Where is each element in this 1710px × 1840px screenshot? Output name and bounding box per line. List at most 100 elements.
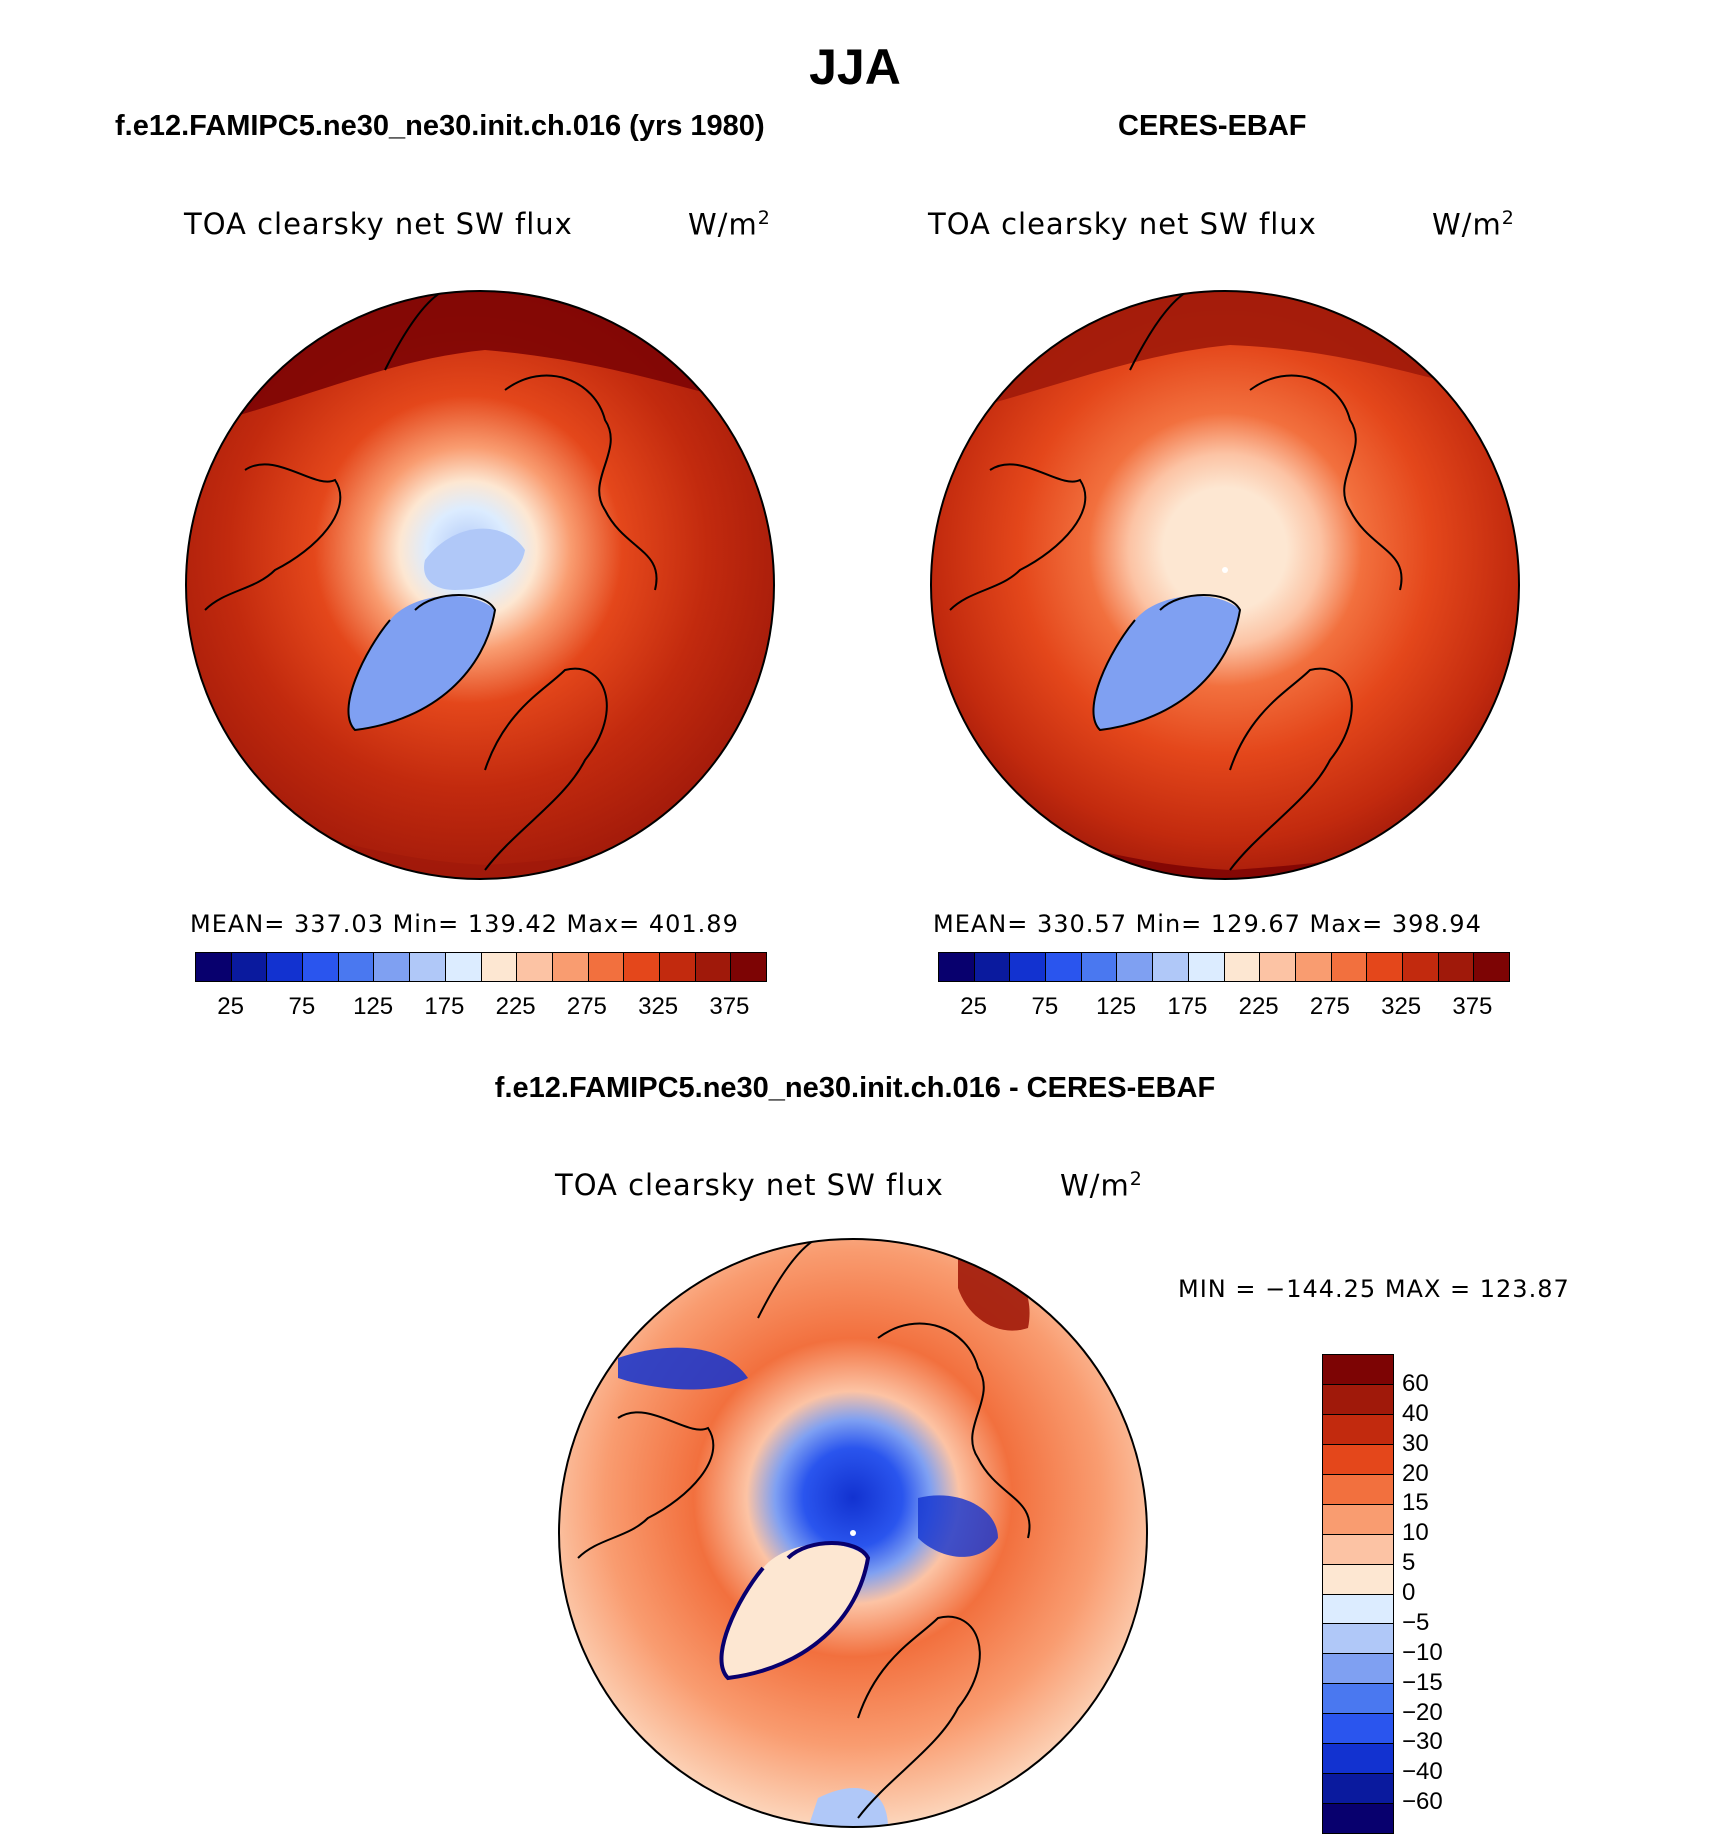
colorbar-swatch bbox=[1046, 953, 1082, 981]
colorbar-label: −20 bbox=[1402, 1698, 1443, 1726]
panel-2-heading: CERES-EBAF bbox=[1118, 110, 1307, 142]
colorbar-swatch bbox=[1402, 953, 1439, 981]
colorbar-swatch bbox=[1323, 1623, 1393, 1654]
colorbar-label: 40 bbox=[1402, 1399, 1429, 1427]
panel-2-map bbox=[930, 290, 1520, 880]
diff-heading: f.e12.FAMIPC5.ne30_ne30.init.ch.016 - CE… bbox=[494, 1072, 1216, 1104]
colorbar-swatch bbox=[445, 953, 482, 981]
colorbar-label: 60 bbox=[1402, 1369, 1429, 1397]
panel-2-colorbar-labels: 25 75 125 175 225 275 325 375 bbox=[938, 993, 1508, 1023]
colorbar-swatch bbox=[1323, 1533, 1393, 1564]
colorbar-label: 325 bbox=[1381, 993, 1422, 1020]
panel-1-stats: MEAN= 337.03 Min= 139.42 Max= 401.89 bbox=[190, 910, 739, 938]
colorbar-swatch bbox=[1323, 1683, 1393, 1714]
colorbar-label: 15 bbox=[1402, 1489, 1429, 1517]
colorbar-label: 10 bbox=[1402, 1519, 1429, 1547]
colorbar-label: 175 bbox=[424, 993, 465, 1020]
colorbar-swatch bbox=[1323, 1713, 1393, 1744]
panel-2-units: W/m2 bbox=[1432, 207, 1515, 242]
colorbar-swatch bbox=[267, 953, 304, 981]
colorbar-swatch bbox=[1474, 953, 1509, 981]
panel-2-colorbar bbox=[938, 952, 1510, 982]
colorbar-swatch bbox=[1295, 953, 1332, 981]
colorbar-label: 75 bbox=[288, 993, 316, 1020]
colorbar-label: 5 bbox=[1402, 1549, 1416, 1577]
colorbar-swatch bbox=[1438, 953, 1475, 981]
colorbar-swatch bbox=[1260, 953, 1296, 981]
colorbar-label: 20 bbox=[1402, 1459, 1429, 1487]
colorbar-label: 25 bbox=[960, 993, 987, 1020]
panel-1-variable: TOA clearsky net SW flux bbox=[184, 207, 573, 241]
panel-1-map bbox=[185, 290, 775, 880]
colorbar-label: 275 bbox=[566, 993, 607, 1020]
diff-colorbar-labels: 60 40 30 20 15 10 5 0 −5 −10 −15 −20 −30… bbox=[1402, 1354, 1522, 1832]
colorbar-swatch bbox=[1153, 953, 1189, 981]
colorbar-label: 225 bbox=[1238, 993, 1279, 1020]
colorbar-swatch bbox=[1323, 1503, 1393, 1534]
colorbar-swatch bbox=[231, 953, 268, 981]
colorbar-label: 25 bbox=[217, 993, 244, 1020]
colorbar-label: −10 bbox=[1402, 1638, 1443, 1666]
colorbar-label: 175 bbox=[1167, 993, 1208, 1020]
colorbar-swatch bbox=[517, 953, 553, 981]
colorbar-label: 30 bbox=[1402, 1429, 1429, 1457]
diff-colorbar bbox=[1322, 1354, 1394, 1834]
colorbar-swatch bbox=[731, 953, 766, 981]
panel-1-colorbar bbox=[195, 952, 767, 982]
colorbar-swatch bbox=[1323, 1653, 1393, 1684]
panel-2-stats: MEAN= 330.57 Min= 129.67 Max= 398.94 bbox=[933, 910, 1482, 938]
colorbar-swatch bbox=[1323, 1563, 1393, 1594]
diff-greenland bbox=[721, 1544, 868, 1678]
colorbar-swatch bbox=[1323, 1443, 1393, 1474]
colorbar-swatch bbox=[1323, 1803, 1393, 1833]
colorbar-swatch bbox=[624, 953, 660, 981]
colorbar-label: 0 bbox=[1402, 1579, 1416, 1606]
panel-1-colorbar-labels: 25 75 125 175 225 275 325 375 bbox=[195, 993, 765, 1023]
colorbar-swatch bbox=[374, 953, 411, 981]
panel-1-heading: f.e12.FAMIPC5.ne30_ne30.init.ch.016 (yrs… bbox=[115, 110, 765, 142]
colorbar-swatch bbox=[1010, 953, 1047, 981]
diff-units: W/m2 bbox=[1060, 1168, 1143, 1203]
colorbar-swatch bbox=[481, 953, 518, 981]
colorbar-swatch bbox=[1331, 953, 1368, 981]
colorbar-label: 225 bbox=[495, 993, 536, 1020]
colorbar-label: 325 bbox=[638, 993, 679, 1020]
colorbar-swatch bbox=[1323, 1413, 1393, 1444]
colorbar-label: 375 bbox=[1452, 993, 1493, 1020]
colorbar-swatch bbox=[1323, 1355, 1393, 1384]
colorbar-swatch bbox=[695, 953, 732, 981]
colorbar-label: −15 bbox=[1402, 1668, 1443, 1696]
colorbar-swatch bbox=[410, 953, 446, 981]
colorbar-swatch bbox=[1224, 953, 1261, 981]
colorbar-swatch bbox=[1367, 953, 1403, 981]
colorbar-swatch bbox=[196, 953, 232, 981]
colorbar-swatch bbox=[1323, 1593, 1393, 1624]
colorbar-swatch bbox=[1188, 953, 1225, 981]
colorbar-swatch bbox=[588, 953, 625, 981]
panel-1-units: W/m2 bbox=[688, 207, 771, 242]
colorbar-swatch bbox=[338, 953, 375, 981]
figure-title: JJA bbox=[809, 39, 901, 95]
colorbar-swatch bbox=[552, 953, 589, 981]
colorbar-swatch bbox=[1081, 953, 1118, 981]
colorbar-label: −5 bbox=[1402, 1608, 1430, 1636]
colorbar-label: 275 bbox=[1309, 993, 1350, 1020]
diff-variable: TOA clearsky net SW flux bbox=[555, 1168, 944, 1202]
diff-minmax: MIN = −144.25 MAX = 123.87 bbox=[1178, 1275, 1570, 1303]
colorbar-swatch bbox=[1323, 1773, 1393, 1804]
colorbar-label: 75 bbox=[1031, 993, 1059, 1020]
colorbar-swatch bbox=[303, 953, 339, 981]
colorbar-swatch bbox=[659, 953, 696, 981]
colorbar-swatch bbox=[1323, 1743, 1393, 1774]
panel-2-greenland bbox=[1093, 596, 1240, 730]
colorbar-label: 125 bbox=[1096, 993, 1137, 1020]
colorbar-label: −60 bbox=[1402, 1788, 1443, 1816]
colorbar-label: 375 bbox=[709, 993, 750, 1020]
colorbar-swatch bbox=[1117, 953, 1154, 981]
colorbar-swatch bbox=[1323, 1473, 1393, 1504]
colorbar-swatch bbox=[939, 953, 975, 981]
colorbar-label: −30 bbox=[1402, 1728, 1443, 1756]
colorbar-swatch bbox=[974, 953, 1011, 981]
colorbar-label: −40 bbox=[1402, 1758, 1443, 1786]
colorbar-label: 125 bbox=[353, 993, 394, 1020]
